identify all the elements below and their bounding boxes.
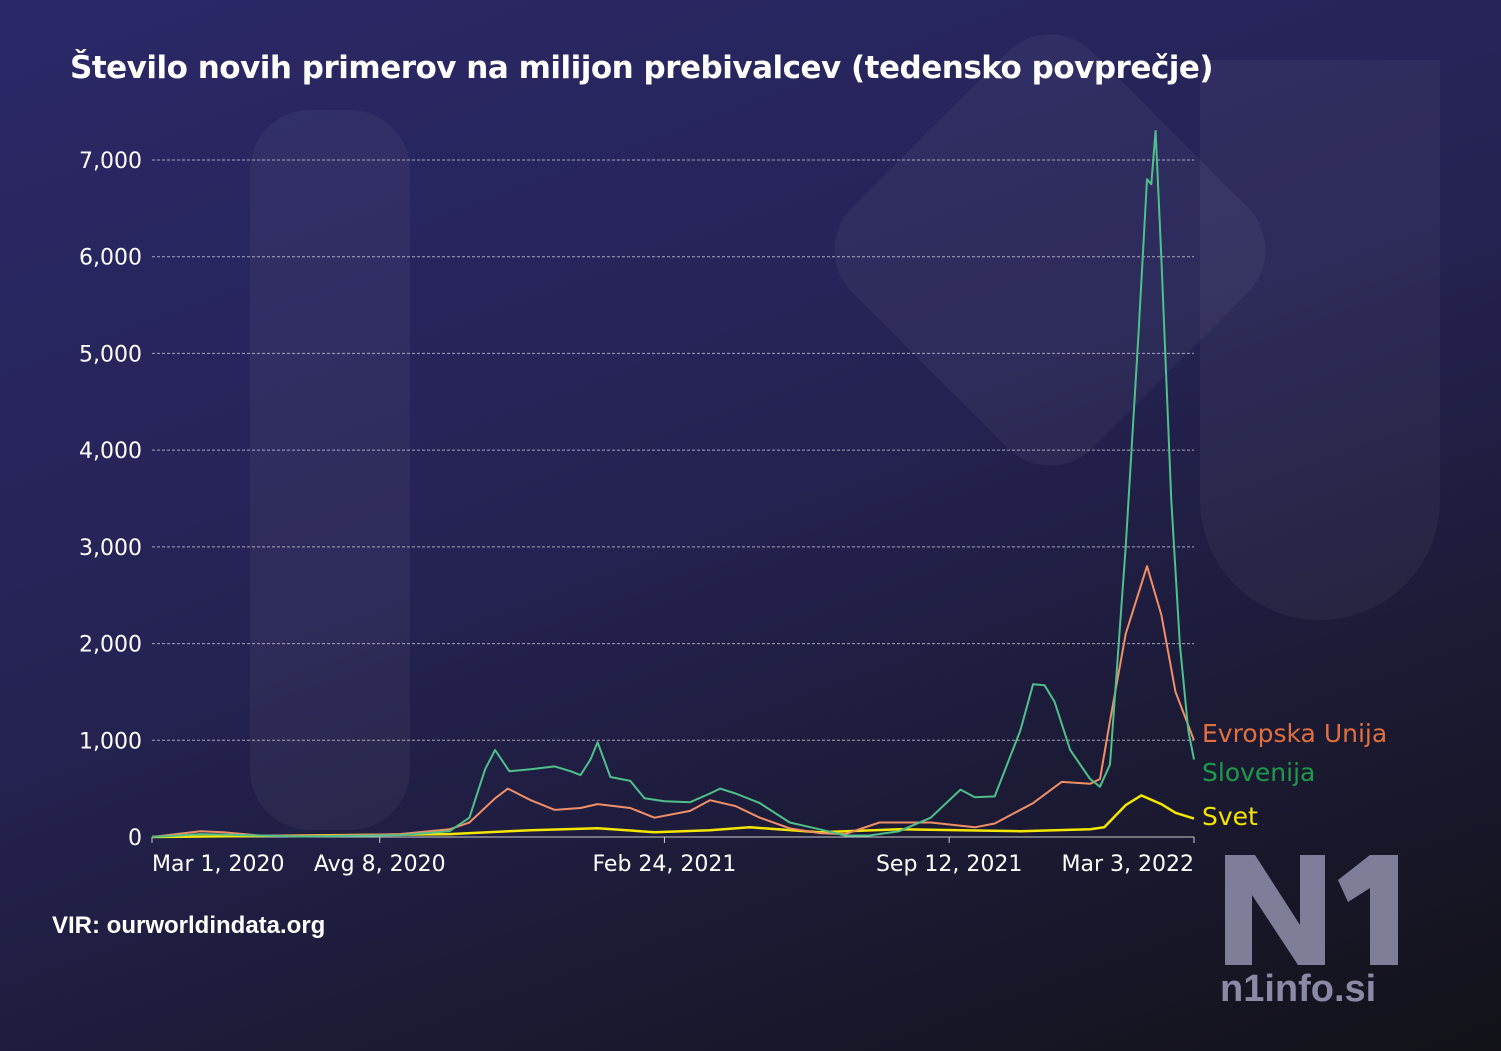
series-line-svet [151,794,1195,839]
series-lines [151,130,1195,839]
series-label: Slovenija [1202,758,1315,787]
series-label: Svet [1202,802,1258,831]
y-tick-label: 5,000 [79,342,142,367]
site-url: n1info.si [1220,968,1377,1010]
y-tick-label: 2,000 [79,633,142,658]
chart-title: Število novih primerov na milijon prebiv… [70,50,1214,86]
x-tick-label: Avg 8, 2020 [314,852,446,877]
background-shape [1200,60,1440,620]
y-tick-label: 6,000 [79,246,142,271]
grid [152,159,1194,741]
x-tick-label: Mar 3, 2022 [1062,852,1194,877]
y-tick-label: 3,000 [79,536,142,561]
x-tick-label: Sep 12, 2021 [876,852,1022,877]
y-tick-label: 1,000 [79,729,142,754]
x-tick-label: Feb 24, 2021 [592,852,736,877]
series-line-slovenija [151,130,1195,838]
y-tick-label: 0 [128,826,142,851]
series-labels: Svet Evropska Unija Slovenija [1202,719,1387,831]
y-tick-label: 7,000 [79,149,142,174]
x-tick-label: Mar 1, 2020 [152,852,284,877]
series-line-evropska-unija [151,565,1195,838]
series-label: Evropska Unija [1202,719,1387,748]
source-note: VIR: ourworldindata.org [52,912,326,939]
axes: 0 1,000 2,000 3,000 4,000 5,000 6,000 7,000 Mar … [79,149,1195,877]
y-tick-label: 4,000 [79,439,142,464]
n1-logo [1225,855,1398,965]
background-shape [250,110,410,830]
